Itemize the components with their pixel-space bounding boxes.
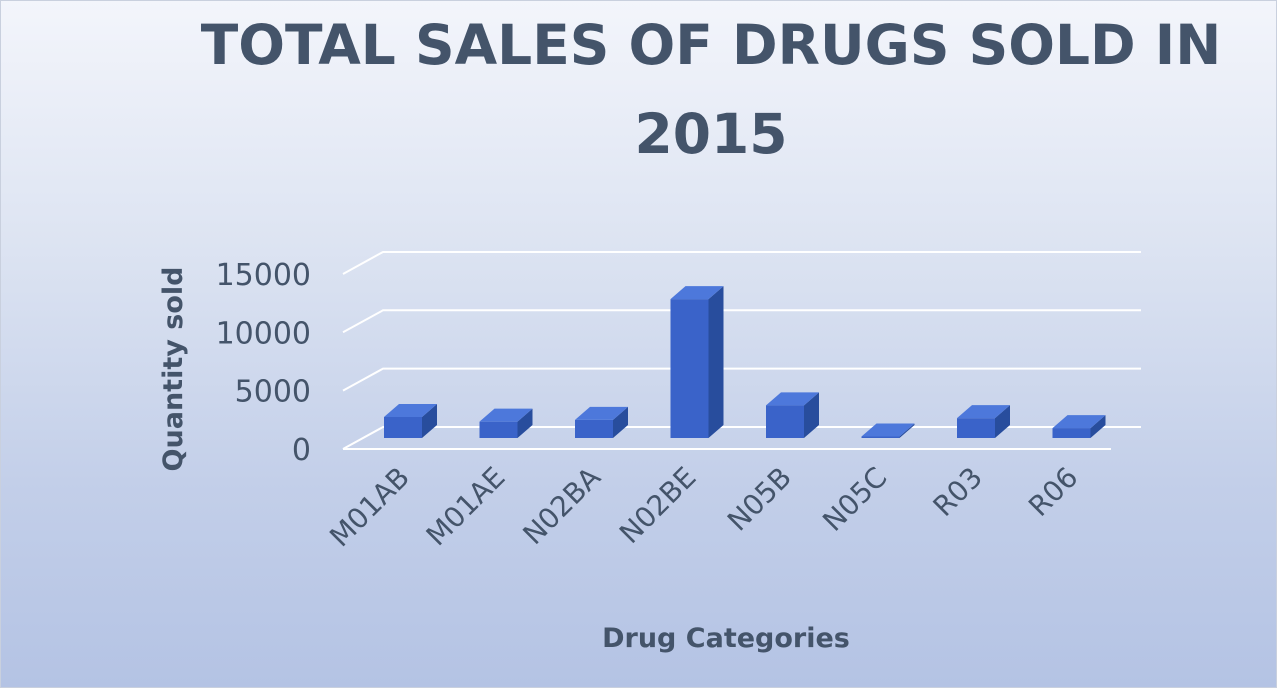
bars [384,286,1106,438]
gridline [342,309,1141,334]
bar [479,408,533,438]
bar [670,286,724,438]
gridline [342,367,1141,392]
x-category-label: M01AE [420,461,512,553]
bar-front [861,436,900,438]
bar [861,423,915,438]
chart-title-line-2: 2015 [634,102,787,166]
bar-side [899,423,915,438]
bar-side [804,392,819,438]
bar-top [957,405,1010,419]
bar-front [670,299,709,438]
bar-side [995,405,1010,438]
x-category-label: R03 [927,461,989,523]
x-category-label: R06 [1022,461,1084,523]
gridlines [342,250,1141,450]
bar-front [384,416,422,438]
y-axis-ticks: 0 5000 10000 15000 [216,258,311,468]
bar-top [766,392,819,406]
bar-top [479,408,533,422]
bar-side [1090,415,1106,438]
bar-front [957,418,995,438]
bar-side [708,286,724,438]
y-tick-label: 15000 [216,258,311,293]
bar [1052,415,1106,438]
bar-front [575,419,613,438]
bar-front [479,421,518,438]
bar-top [384,403,437,417]
bar [957,405,1010,438]
bar-top [575,406,628,420]
bar-front [766,405,804,438]
bar-side [517,408,533,438]
bar-top [1052,415,1106,429]
bar-side [613,406,628,438]
bar [575,406,628,438]
y-tick-label: 0 [292,433,311,468]
y-tick-label: 10000 [216,316,311,351]
bar-top [861,423,915,437]
x-category-label: N02BA [516,461,606,551]
x-category-label: N05C [816,461,893,538]
chart-title-line-1: TOTAL SALES OF DRUGS SOLD IN [201,13,1222,77]
bar-front [1052,428,1091,438]
y-axis-title: Quantity sold [158,267,189,472]
x-category-label: N02BE [613,461,702,550]
gridline [342,426,1141,450]
bar-top [670,286,724,300]
x-category-label: M01AB [323,461,416,554]
bar-side [422,403,437,438]
gridline [342,250,1141,275]
bar [766,392,819,438]
bar [384,403,437,438]
x-category-label: N05B [721,461,798,538]
x-axis-categories: M01AB M01AE N02BA N02BE N05B N05C R03 R06 [323,461,1084,554]
y-tick-label: 5000 [235,375,311,410]
x-axis-title: Drug Categories [602,623,850,654]
